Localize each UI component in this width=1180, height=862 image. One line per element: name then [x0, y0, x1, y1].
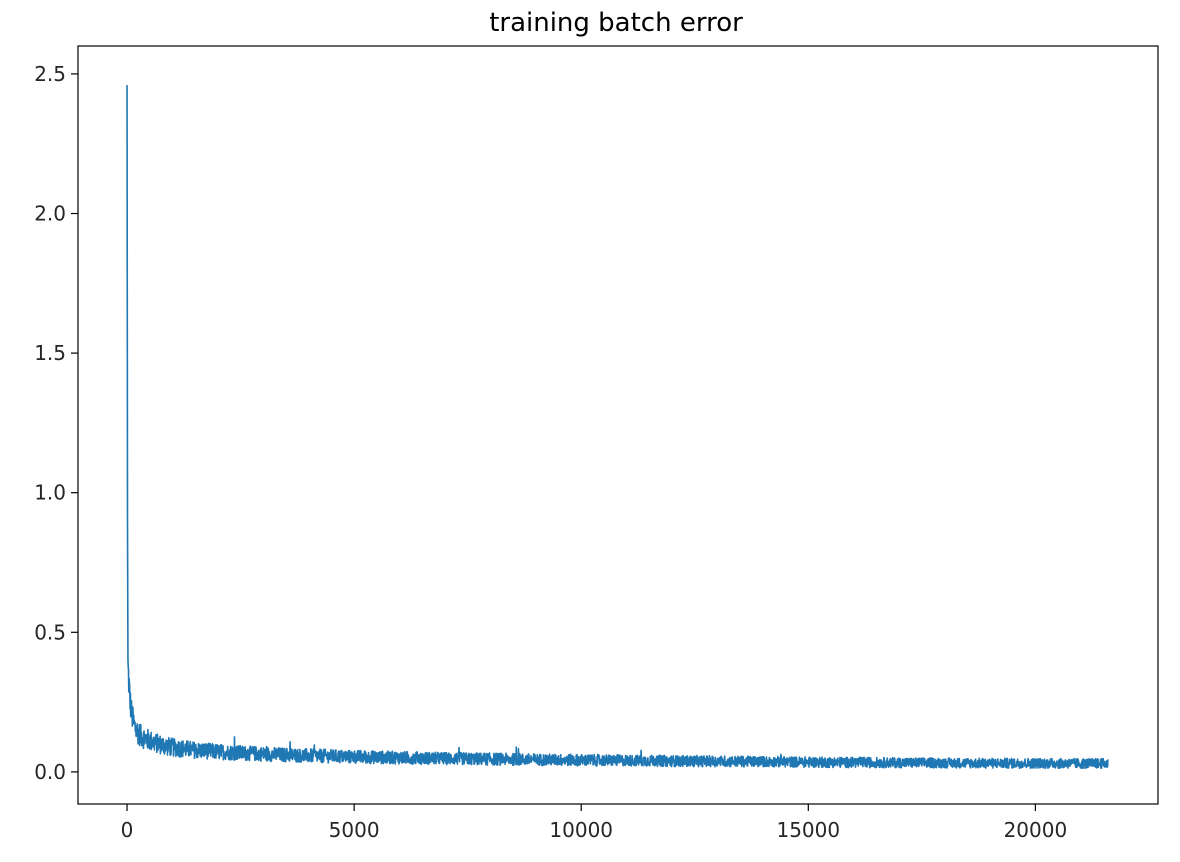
x-tick-label: 0 [121, 818, 134, 842]
plot-area-frame [77, 45, 1159, 805]
series-layer [126, 85, 1109, 770]
series-line [126, 85, 1109, 770]
y-tick-label: 1.5 [34, 341, 66, 365]
y-axis: 0.0 0.5 1.0 1.5 2.0 2.5 [34, 62, 78, 784]
y-tick-label: 2.0 [34, 202, 66, 226]
y-tick-label: 0.0 [34, 760, 66, 784]
x-tick-label: 5000 [329, 818, 380, 842]
x-tick-label: 15000 [776, 818, 840, 842]
chart-title: training batch error [489, 8, 743, 38]
y-tick-label: 1.0 [34, 481, 66, 505]
x-tick-label: 10000 [549, 818, 613, 842]
x-tick-label: 20000 [1004, 818, 1068, 842]
x-axis: 0 5000 10000 15000 20000 [121, 804, 1068, 842]
y-tick-label: 2.5 [34, 62, 66, 86]
y-tick-label: 0.5 [34, 620, 66, 644]
